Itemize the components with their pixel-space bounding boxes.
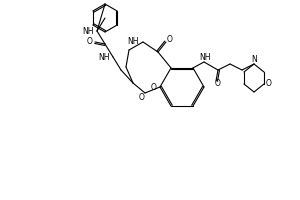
- Text: O: O: [167, 36, 173, 45]
- Text: N: N: [251, 55, 257, 64]
- Text: NH: NH: [128, 38, 139, 46]
- Text: O: O: [266, 79, 272, 88]
- Text: O: O: [87, 38, 93, 46]
- Text: NH: NH: [98, 52, 110, 62]
- Text: O: O: [139, 92, 145, 102]
- Text: O: O: [151, 82, 157, 92]
- Text: NH: NH: [82, 26, 94, 36]
- Text: NH: NH: [199, 53, 211, 62]
- Text: O: O: [215, 79, 221, 88]
